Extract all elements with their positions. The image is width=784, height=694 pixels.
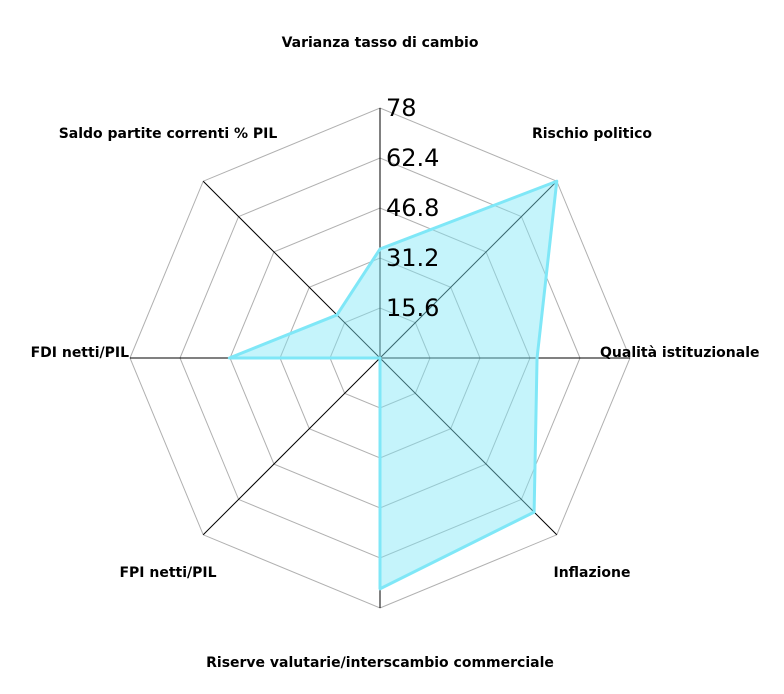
- series-area: [227, 179, 559, 591]
- axis-label: FPI netti/PIL: [119, 565, 216, 581]
- axis-label: Rischio politico: [532, 126, 652, 142]
- tick-label: 15.6: [386, 294, 439, 322]
- axis-spoke: [202, 180, 381, 359]
- axis-label: Inflazione: [553, 565, 630, 581]
- axis-spoke: [202, 357, 381, 536]
- tick-label: 31.2: [386, 244, 439, 272]
- axis-spoke: [379, 180, 558, 359]
- axis-label: Saldo partite correnti % PIL: [59, 126, 278, 142]
- tick-label: 62.4: [386, 144, 439, 172]
- axis-label: Qualità istituzionale: [600, 345, 759, 361]
- tick-label: 78: [386, 94, 417, 122]
- radial-tick-labels: 15.6 31.2 46.8 62.4 78: [386, 94, 439, 322]
- tick-label: 46.8: [386, 194, 439, 222]
- axis-label: Varianza tasso di cambio: [282, 35, 479, 51]
- axis-labels: Varianza tasso di cambio Rischio politico…: [31, 35, 760, 671]
- axis-spoke: [379, 357, 558, 536]
- axis-label: FDI netti/PIL: [31, 345, 129, 361]
- radar-series: [227, 179, 559, 591]
- axis-label: Riserve valutarie/interscambio commercia…: [206, 655, 554, 671]
